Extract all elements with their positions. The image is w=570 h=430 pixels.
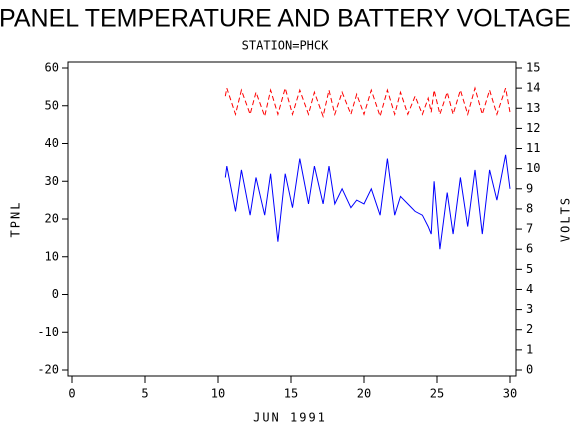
y-tick-label: 10 <box>45 249 59 263</box>
x-tick-label: 15 <box>284 387 298 401</box>
series-line <box>224 86 511 119</box>
y-tick-label: -10 <box>37 325 59 339</box>
y-axis-label: TPNL <box>9 201 23 238</box>
x-tick-label: 0 <box>68 387 75 401</box>
y-tick-label: -20 <box>37 363 59 377</box>
y2-tick-label: 1 <box>526 342 533 356</box>
x-tick-label: 10 <box>211 387 225 401</box>
y-tick-label: 60 <box>45 61 59 75</box>
y2-tick-label: 12 <box>526 121 540 135</box>
y2-tick-label: 13 <box>526 101 540 115</box>
y2-tick-label: 5 <box>526 262 533 276</box>
y2-tick-label: 3 <box>526 302 533 316</box>
y-tick-label: 0 <box>52 287 59 301</box>
plot-frame <box>67 61 517 377</box>
y-tick-label: 50 <box>45 98 59 112</box>
x-axis-label: JUN 1991 <box>253 411 327 425</box>
y2-tick-label: 14 <box>526 81 540 95</box>
y-tick-label: 40 <box>45 136 59 150</box>
x-tick-label: 20 <box>357 387 371 401</box>
y2-tick-label: 10 <box>526 161 540 175</box>
y2-tick-label: 0 <box>526 363 533 377</box>
x-tick-label: 30 <box>503 387 517 401</box>
y2-tick-label: 8 <box>526 201 533 215</box>
y2-tick-label: 2 <box>526 322 533 336</box>
series-line <box>224 154 511 250</box>
y2-tick-label: 7 <box>526 222 533 236</box>
y2-tick-label: 15 <box>526 61 540 75</box>
x-tick-label: 5 <box>141 387 148 401</box>
chart-subtitle: STATION=PHCK <box>242 39 329 53</box>
y2-tick-label: 6 <box>526 242 533 256</box>
y2-tick-label: 11 <box>526 141 540 155</box>
y2-tick-label: 9 <box>526 181 533 195</box>
y-tick-label: 20 <box>45 212 59 226</box>
y2-tick-label: 4 <box>526 282 533 296</box>
x-tick-label: 25 <box>430 387 444 401</box>
y-tick-label: 30 <box>45 174 59 188</box>
chart-title: PANEL TEMPERATURE AND BATTERY VOLTAGE <box>0 5 570 33</box>
y2-axis-label: VOLTS <box>559 196 570 242</box>
